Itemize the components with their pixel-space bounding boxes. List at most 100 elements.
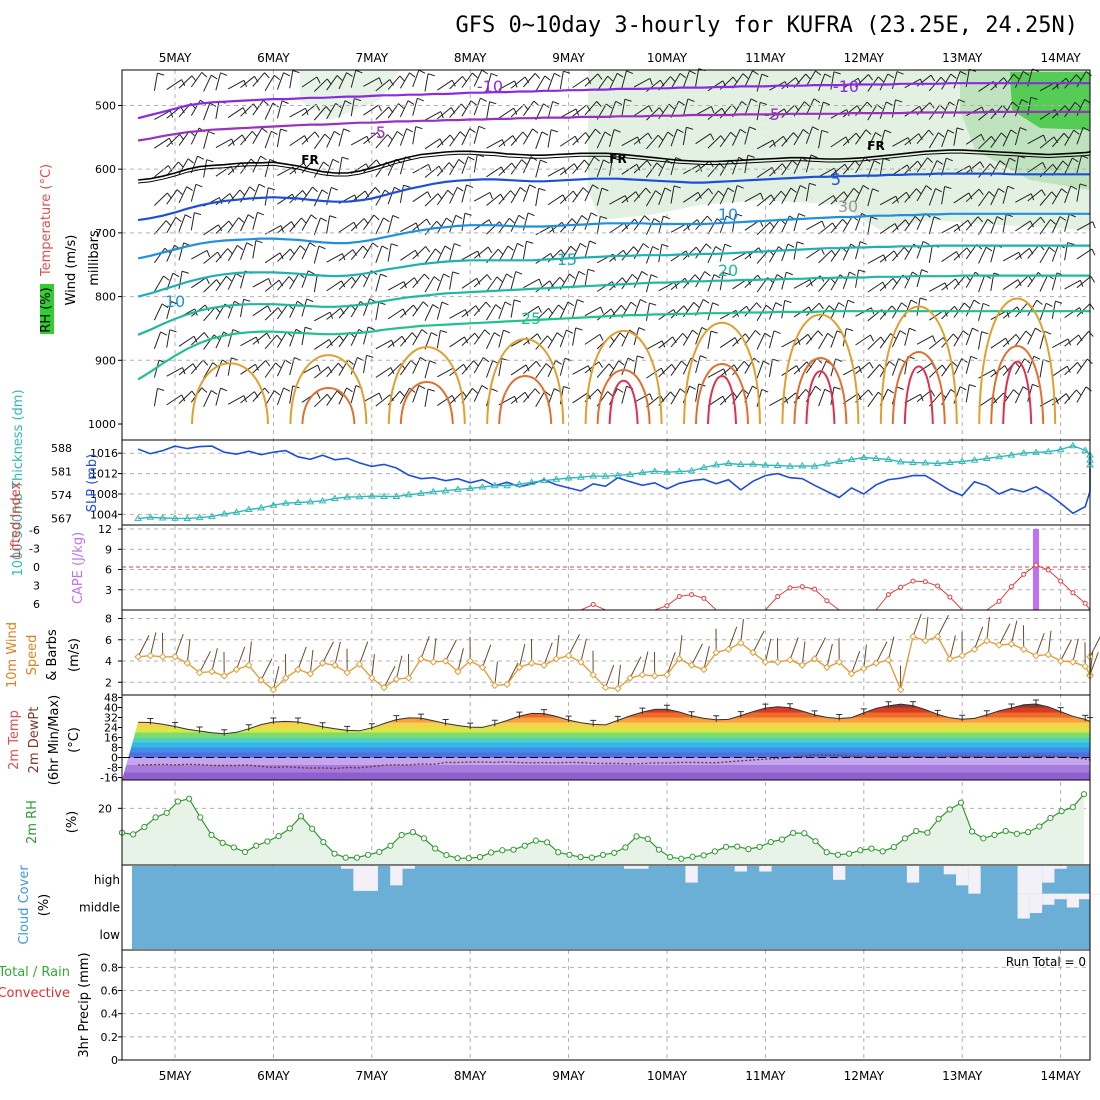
isotherm-label: FR	[609, 152, 626, 166]
wind-barb-flag	[354, 98, 362, 102]
wind-barb-flag	[394, 186, 401, 191]
temperature-axis-label: Temperature (°C)	[39, 164, 54, 277]
wind-barb-shaft	[363, 298, 371, 316]
wind10-point	[786, 656, 794, 664]
li-point	[898, 584, 904, 590]
wind-barb-flag	[540, 159, 548, 164]
li-point	[1045, 567, 1051, 573]
wind-barb-flag	[615, 100, 623, 105]
wind-barb-shaft	[768, 359, 773, 377]
wind-barb-flag	[982, 302, 990, 307]
wind-barb-shaft	[855, 157, 866, 174]
wind-barb-shaft	[547, 332, 558, 349]
thickness-point	[478, 483, 487, 490]
wind10-barb	[949, 635, 956, 659]
wind-barb-flag	[425, 246, 431, 253]
wind-barb-shaft	[830, 218, 844, 234]
wind-barb-shaft	[1064, 389, 1077, 404]
wind-barb-shaft	[203, 390, 212, 408]
wind10-point	[134, 653, 142, 661]
wind10-barb	[1060, 639, 1072, 662]
wind-barb-flag	[1013, 73, 1020, 80]
wind-barb-flag	[513, 107, 518, 115]
wind-barb-shaft	[399, 100, 409, 118]
wind-barb-flag	[545, 363, 552, 369]
wind-barb-shaft	[412, 98, 418, 116]
wind-barb-flag	[436, 220, 442, 227]
wind-barb-flag	[749, 126, 757, 131]
wind-barb-shaft	[1052, 338, 1069, 348]
wind-barb-shaft	[1014, 358, 1025, 375]
wind-barb-flag	[580, 242, 587, 248]
wind-barb-shaft	[978, 219, 989, 236]
day-label-bottom: 9MAY	[552, 1069, 585, 1083]
li-tick-label: 3	[33, 579, 40, 592]
wind-barb-flag	[329, 215, 337, 219]
slp-tick-label: 1016	[90, 447, 118, 460]
wind-barb-flag	[884, 129, 892, 134]
wind-barb-shaft	[326, 103, 337, 120]
wind-barb-flag	[1066, 365, 1071, 373]
wind-barb-flag	[687, 98, 695, 103]
wind10-point	[392, 675, 401, 683]
thickness-point	[982, 454, 991, 461]
wind-barb-flag	[694, 274, 701, 281]
wind-barb-flag	[886, 101, 893, 106]
wind-barb-shaft	[670, 185, 675, 204]
wind-barb-flag	[804, 101, 810, 107]
wind-barb-shaft	[584, 333, 601, 345]
wind-barb-shaft	[719, 159, 730, 176]
temperature-minmax-mark	[959, 714, 966, 722]
wind-barb-flag	[1022, 70, 1030, 76]
day-label-bottom: 12MAY	[844, 1069, 885, 1083]
wind-barb-shaft	[338, 72, 348, 90]
wind-barb-flag	[304, 326, 312, 330]
wind-barb-shaft	[412, 329, 423, 346]
wind-barb-shaft	[350, 135, 368, 146]
wind-barb-shaft	[941, 333, 954, 348]
day-label-top: 11MAY	[745, 51, 786, 65]
rh2-point	[700, 852, 707, 859]
temperature-minmax-mark	[688, 711, 695, 718]
wind-barb-flag	[324, 133, 331, 140]
wind10-point	[417, 655, 425, 663]
thickness-tick-label: 581	[51, 466, 72, 479]
wind-barb-flag	[178, 161, 184, 168]
wind-barb-flag	[1067, 242, 1075, 246]
wind-barb-flag	[258, 183, 266, 188]
wind-barb-shaft	[412, 126, 417, 145]
wind10-point	[614, 684, 622, 693]
warm-contour	[608, 379, 639, 425]
wind-barb-shaft	[953, 386, 961, 404]
wind-barb-flag	[618, 360, 625, 366]
wind-barb-shaft	[547, 360, 557, 378]
rh2-point	[622, 844, 629, 851]
wind-barb-shaft	[855, 361, 870, 375]
temperature-tick-label: 48	[104, 692, 118, 705]
wind-barb-flag	[1055, 300, 1063, 304]
wind-barb-flag	[487, 246, 493, 254]
wind10-point	[466, 657, 474, 665]
thickness-point	[515, 480, 524, 487]
wind-barb-flag	[833, 195, 838, 202]
warm-contour	[498, 375, 553, 425]
wind-barb-flag	[307, 270, 315, 275]
wind-barb-flag	[595, 128, 601, 135]
wind-barb-flag	[592, 184, 599, 189]
precip-axis-label: 3hr Precip (mm)	[77, 952, 92, 1057]
wind-barb-flag	[558, 304, 564, 311]
wind-barb-shaft	[387, 103, 399, 119]
wind-barb-shaft	[473, 357, 484, 374]
thickness-point	[921, 458, 930, 466]
wind-barb-shaft	[535, 391, 546, 408]
wind10-point	[478, 663, 487, 672]
rh2-point	[823, 849, 830, 856]
wind-barb-flag	[292, 70, 300, 74]
wind-barb-flag	[875, 132, 882, 137]
wind10-point	[896, 685, 905, 694]
wind10-barb	[420, 636, 430, 660]
wind10-barb	[186, 639, 191, 664]
wind-barb-shaft	[215, 138, 232, 148]
wind-barb-flag	[392, 215, 400, 219]
wind-barb-flag	[896, 386, 904, 390]
